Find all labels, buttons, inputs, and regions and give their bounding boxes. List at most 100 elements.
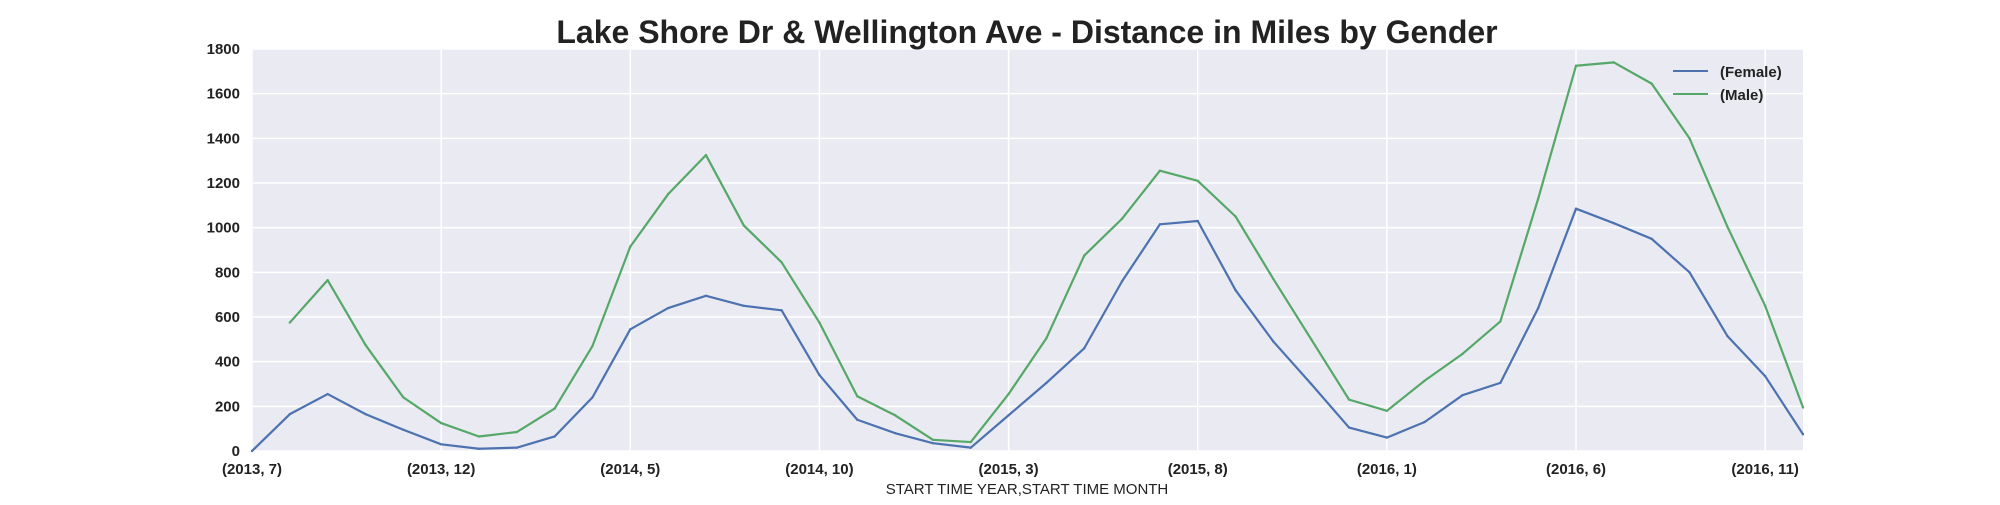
data-point-male (1347, 398, 1351, 401)
data-point-female (326, 392, 329, 396)
data-point-female (1536, 306, 1540, 310)
legend-label-female: (Female) (1720, 64, 1782, 81)
legend-label-male: (Male) (1720, 87, 1763, 104)
data-point-male (1650, 82, 1653, 85)
data-point-female (1045, 381, 1048, 385)
data-point-female (1574, 207, 1578, 210)
data-point-male (1536, 197, 1540, 200)
data-point-male (1499, 320, 1502, 323)
data-point-male (1574, 64, 1578, 67)
data-point-male (1726, 225, 1729, 228)
data-point-female (1801, 433, 1805, 436)
y-tick-label: 1000 (207, 220, 240, 237)
data-point-male (364, 343, 367, 347)
data-point-female (1272, 340, 1275, 343)
y-tick-label: 1200 (207, 175, 240, 192)
gridlines (251, 48, 1803, 452)
data-point-female (364, 412, 367, 416)
data-point-female (1612, 222, 1616, 225)
data-point-female (818, 373, 821, 377)
data-point-female (629, 328, 632, 331)
x-tick-label: (2014, 10) (785, 461, 853, 478)
y-tick-label: 1400 (207, 130, 240, 147)
data-point-female (1234, 289, 1237, 292)
x-tick-label: (2013, 12) (407, 461, 475, 478)
data-point-male (439, 421, 443, 425)
data-point-male (1007, 392, 1010, 396)
x-tick-label: (2015, 8) (1168, 461, 1228, 478)
data-point-female (250, 449, 254, 453)
data-point-female (1385, 436, 1389, 439)
data-point-female (553, 435, 556, 438)
x-axis-ticks: (2013, 7) (2013, 12) (2014, 5) (2014, 10) (2… (222, 461, 1799, 478)
data-point-female (591, 396, 594, 399)
x-tick-label: (2013, 7) (222, 461, 282, 478)
data-point-female (1688, 271, 1691, 274)
data-point-female (856, 418, 859, 421)
chart-title: Lake Shore Dr & Wellington Ave - Distanc… (556, 14, 1497, 50)
y-tick-label: 600 (215, 309, 240, 326)
y-tick-label: 0 (232, 443, 240, 460)
data-point-male (1612, 61, 1616, 64)
x-tick-label: (2016, 6) (1546, 461, 1606, 478)
data-point-male (893, 414, 897, 417)
data-point-male (1423, 379, 1426, 382)
series-line-female (251, 207, 1804, 452)
data-point-male (477, 435, 481, 438)
data-point-male (969, 440, 972, 444)
x-tick-label: (2014, 5) (600, 461, 660, 478)
data-point-female (1083, 347, 1086, 350)
data-point-female (1196, 219, 1199, 223)
data-point-female (1120, 280, 1124, 283)
plot-background (252, 49, 1803, 451)
data-point-male (1083, 254, 1086, 257)
data-point-male (742, 224, 745, 227)
data-point-male (856, 395, 859, 398)
data-point-female (1726, 334, 1729, 338)
data-point-male (666, 192, 670, 196)
data-point-female (1461, 393, 1464, 397)
data-point-female (742, 304, 745, 308)
data-point-female (515, 446, 519, 449)
data-point-male (780, 261, 783, 264)
data-point-female (1650, 237, 1653, 241)
y-tick-label: 1800 (207, 41, 240, 58)
data-point-female (666, 306, 670, 310)
legend: (Female) (Male) (1673, 64, 1782, 104)
data-point-female (1158, 223, 1162, 226)
data-point-female (1310, 382, 1313, 386)
x-tick-label: (2016, 1) (1357, 461, 1417, 478)
series-lines (250, 61, 1805, 453)
data-point-female (780, 309, 783, 312)
data-point-male (591, 344, 594, 348)
data-point-male (1801, 406, 1805, 409)
data-point-male (1234, 215, 1237, 218)
data-point-male (931, 438, 935, 442)
data-point-female (1007, 414, 1010, 417)
y-tick-label: 400 (215, 354, 240, 371)
data-point-male (515, 430, 519, 434)
data-point-male (326, 278, 329, 282)
data-point-male (1385, 409, 1389, 412)
data-point-female (1423, 420, 1426, 424)
y-tick-label: 200 (215, 398, 240, 415)
data-point-male (1763, 304, 1767, 308)
y-axis-ticks: 0 200 400 600 800 1000 1200 1400 1600 1800 (207, 41, 240, 460)
y-tick-label: 800 (215, 264, 240, 281)
data-point-female (1499, 381, 1502, 385)
data-point-female (893, 431, 897, 435)
data-point-female (931, 441, 935, 445)
data-point-male (402, 396, 405, 399)
data-point-male (288, 321, 292, 324)
data-point-female (477, 447, 481, 450)
data-point-male (704, 153, 708, 157)
data-point-female (288, 412, 292, 416)
data-point-male (1310, 338, 1313, 341)
data-point-male (1272, 277, 1275, 281)
data-point-female (704, 294, 708, 297)
data-point-male (1461, 352, 1464, 356)
data-point-male (1688, 137, 1691, 140)
data-point-male (1120, 217, 1124, 220)
data-point-male (553, 407, 556, 410)
